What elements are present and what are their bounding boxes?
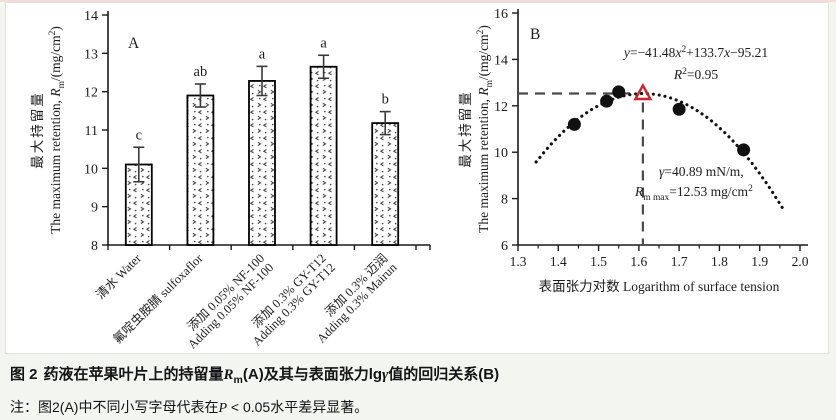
data-point [737,143,751,157]
x-category-label-line: 清水 Water [93,251,144,302]
sig-letter: a [259,46,266,62]
peak-triangle-marker [633,83,653,101]
peak-annotation-line1: γ=40.89 mN/m, [659,164,744,179]
caption-segment: < 0.05水平差异显著。 [227,399,369,415]
figure-note: 注：图2(A)中不同小写字母代表在P < 0.05水平差异显著。 [10,396,826,420]
caption-segment: 注：图2(A)中不同小写字母代表在 [10,399,219,415]
data-point [567,117,581,131]
caption-segment: R [223,367,234,383]
x-tick-label: 2.0 [792,254,809,269]
sig-letter: a [320,35,327,51]
x-tick-label: 1.9 [751,254,768,269]
data-point [600,94,614,108]
y-axis-title-cn: 最大持留量 [458,90,473,168]
sig-letter: b [382,92,389,108]
data-point [612,85,626,99]
y-tick-label: 8 [501,193,508,208]
caption-segment: γ [382,367,389,383]
bar [371,122,400,246]
r-squared-text: R2=0.95 [673,67,718,82]
sig-letter: c [136,127,142,143]
caption-segment: m [233,374,243,386]
bar [186,94,215,246]
y-tick-label: 9 [91,201,98,216]
scatter-chart-regression: 6 8 10 12 14 16 1.3 1.4 1.5 1.6 1.7 1.8 1.9 2.0 y=−41.… [458,7,809,294]
page-top-accent-line [0,0,836,2]
equation-text: y=−41.48x2+133.7x−95.21 [622,45,768,60]
y-axis-title-en: The maximum retention, Rm/(mg/cm2) [476,25,495,233]
caption-segment: (A)及其与表面张力lg [242,366,383,383]
x-category-label: 清水 Water [93,251,144,302]
y-tick-label: 12 [494,100,508,115]
y-axis-title-en: The maximum retention, Rm/(mg/cm2) [48,26,67,234]
x-tick-label: 1.6 [630,254,647,269]
figure-panel: 8 9 10 11 12 13 14 c 清水 Water ab 氟啶虫胺腈 sulfoxaflor… [5,2,829,354]
x-tick-label: 1.4 [550,254,567,269]
y-tick-label: 6 [501,239,508,254]
panel-label-b: B [530,26,540,43]
sig-letter: ab [194,64,208,80]
y-tick-label: 13 [84,47,98,62]
data-point [672,102,686,116]
x-tick-label: 1.8 [711,254,728,269]
bar [248,80,276,246]
figure-caption-block: 图 2 药液在苹果叶片上的持留量Rm(A)及其与表面张力lgγ值的回归关系(B) … [10,364,826,420]
caption-segment: 药液在苹果叶片上的持留量 [43,366,224,383]
y-tick-label: 10 [84,162,98,177]
caption-segment: 图 2 [10,366,38,383]
y-axis-title-cn: 最大持留量 [30,91,45,169]
y-tick-label: 16 [494,7,508,22]
bar [309,65,338,246]
peak-annotation-line2: Rm max=12.53 mg/cm2 [634,184,753,203]
y-tick-label: 14 [494,53,508,68]
caption-segment: 值的回归关系(B) [388,366,500,383]
panel-label-a: A [128,35,140,52]
y-tick-label: 11 [85,124,98,139]
x-tick-label: 1.7 [671,254,688,269]
y-tick-label: 10 [494,146,508,161]
x-axis-title: 表面张力对数 Logarithm of surface tension [539,279,780,294]
x-tick-label: 1.5 [590,254,607,269]
y-tick-label: 12 [84,86,98,101]
x-tick-label: 1.3 [510,254,527,269]
y-tick-label: 8 [91,239,98,254]
y-tick-label: 14 [84,9,98,24]
figure-caption: 图 2 药液在苹果叶片上的持留量Rm(A)及其与表面张力lgγ值的回归关系(B) [10,364,826,391]
caption-segment: P [218,401,228,416]
